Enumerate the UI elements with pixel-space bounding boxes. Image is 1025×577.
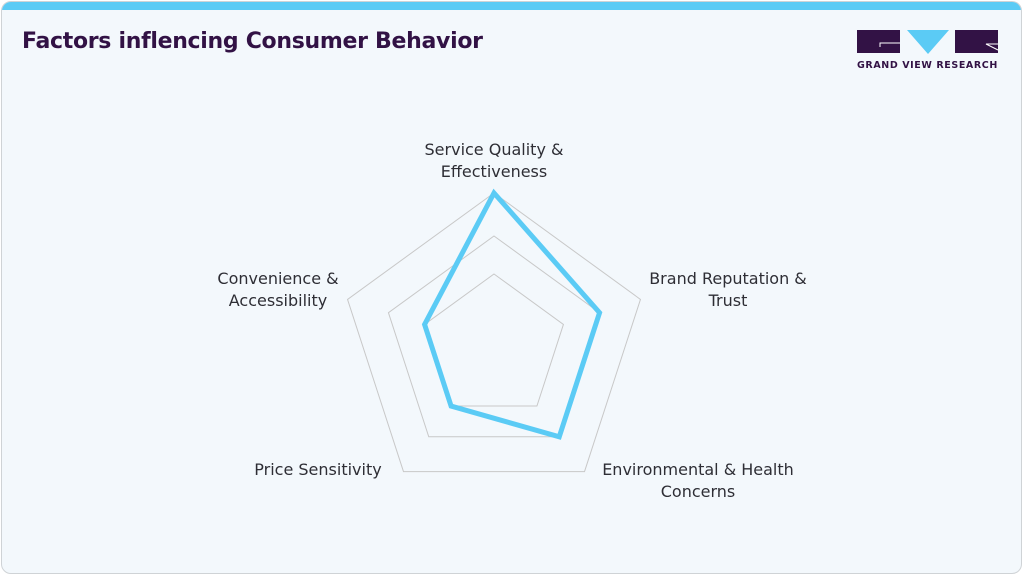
label-line: Accessibility xyxy=(228,291,328,310)
gvr-logo-icon xyxy=(857,30,999,54)
label-line: Effectiveness xyxy=(440,162,548,181)
label-line: Environmental & Health xyxy=(602,460,794,479)
label-line: Brand Reputation & xyxy=(649,269,807,288)
label-line: Service Quality & xyxy=(424,140,564,159)
axis-label-price-sensitivity: Price Sensitivity xyxy=(218,459,418,481)
radar-series-polygon xyxy=(421,188,603,440)
page-title: Factors inflencing Consumer Behavior xyxy=(22,29,483,54)
radar-grid xyxy=(346,192,642,473)
label-line: Trust xyxy=(708,291,748,310)
label-line: Price Sensitivity xyxy=(254,460,382,479)
axis-label-service-quality: Service Quality & Effectiveness xyxy=(394,139,594,183)
grid-ring xyxy=(423,273,565,407)
axis-label-environmental: Environmental & Health Concerns xyxy=(588,459,808,503)
accent-bar xyxy=(2,2,1021,10)
axis-label-convenience: Convenience & Accessibility xyxy=(178,268,378,312)
axis-label-brand-reputation: Brand Reputation & Trust xyxy=(628,268,828,312)
label-line: Concerns xyxy=(660,482,736,501)
logo-text: GRAND VIEW RESEARCH xyxy=(857,60,998,71)
grid-ring xyxy=(346,192,642,473)
grid-ring xyxy=(387,235,601,438)
label-line: Convenience & xyxy=(217,269,339,288)
